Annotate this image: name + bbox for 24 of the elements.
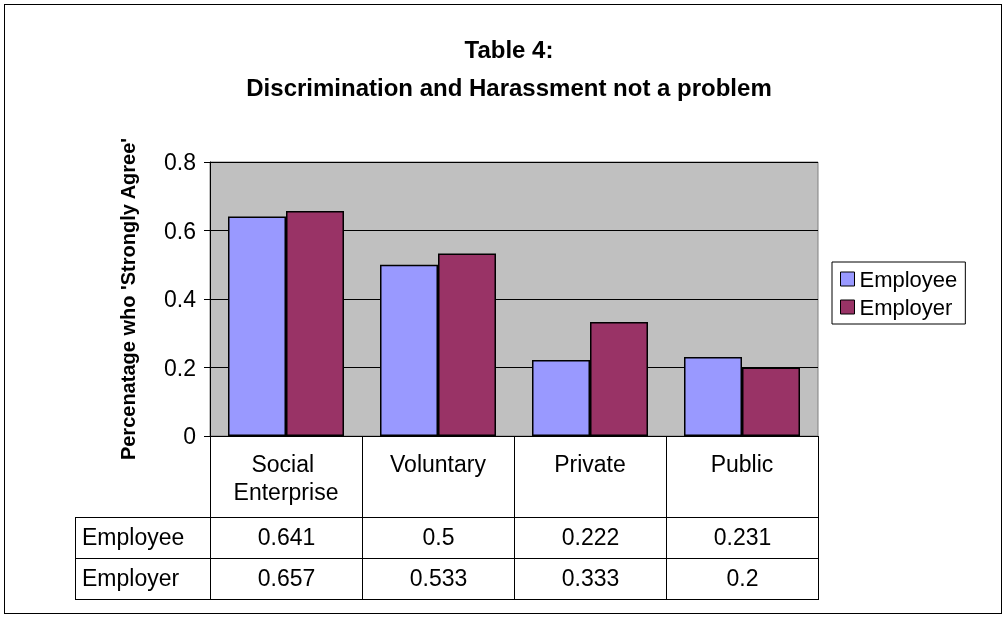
y-tick-label: 0 xyxy=(183,423,196,449)
y-axis-title: Percenatage who 'Strongly Agree' xyxy=(117,137,139,461)
y-tick-label: 0.4 xyxy=(164,286,197,312)
x-tick-label: Private xyxy=(554,451,626,477)
x-tick-label: Public xyxy=(710,451,774,477)
text: Employee xyxy=(82,524,185,550)
data-label: 0.5 xyxy=(362,517,515,558)
data-label: 0.333 xyxy=(514,558,667,599)
legend-label: Employer xyxy=(859,294,953,320)
legend-label: Employee xyxy=(859,266,958,292)
data-label: 0.222 xyxy=(514,517,667,558)
data-label: 0.641 xyxy=(210,517,363,558)
data-label: 0.231 xyxy=(666,517,819,558)
x-tick-label: Social Enterprise xyxy=(233,451,339,505)
y-tick-label: 0.6 xyxy=(164,217,196,244)
y-tick-label: 0.8 xyxy=(164,149,196,175)
data-label: 0.657 xyxy=(210,558,363,599)
chart-subtitle: Discrimination and Harassment not a problem xyxy=(246,73,772,101)
data-label: 0.533 xyxy=(362,558,515,599)
text: Employer xyxy=(82,565,180,591)
x-tick-label: Voluntary xyxy=(390,451,487,477)
y-tick-label: 0.2 xyxy=(164,354,196,381)
chart-title: Table 4: xyxy=(464,35,554,63)
data-label: 0.2 xyxy=(666,558,819,599)
